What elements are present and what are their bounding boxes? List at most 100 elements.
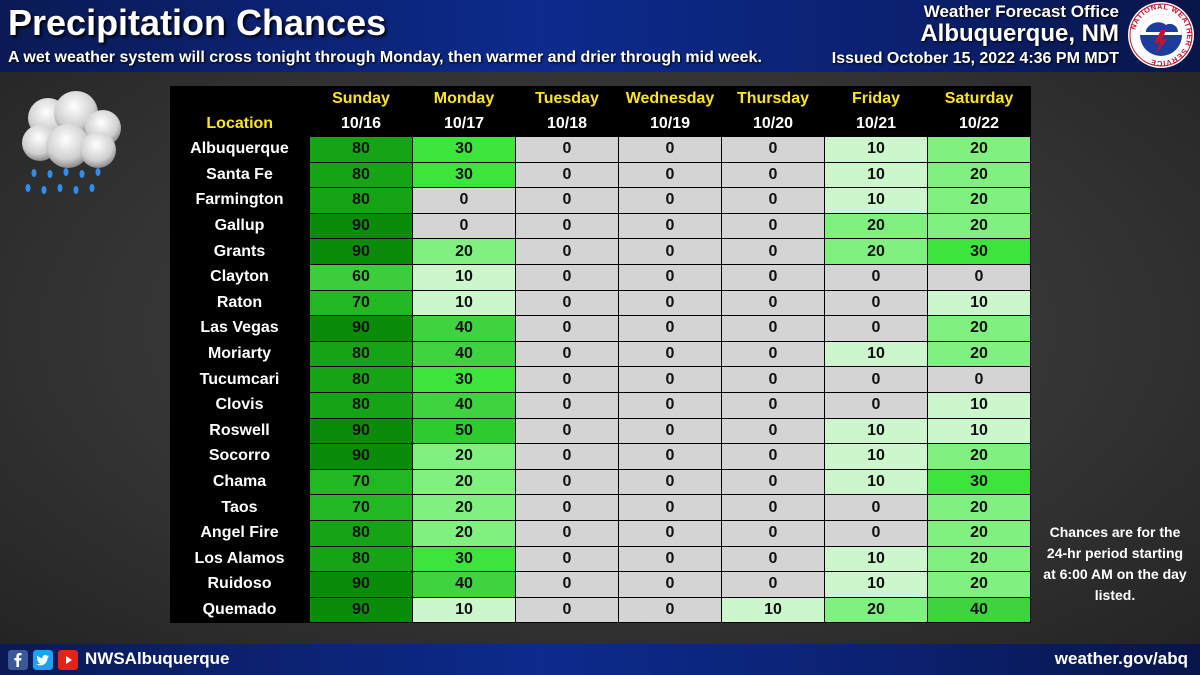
precip-cell: 0 [721, 417, 825, 445]
precip-cell: 0 [721, 468, 825, 496]
precip-cell: 80 [309, 161, 413, 189]
precip-cell: 20 [927, 161, 1031, 189]
table-row: Farmington 80 0 0 0 0 10 20 [170, 187, 1031, 214]
precip-cell: 0 [412, 212, 516, 240]
precip-cell: 0 [515, 391, 619, 419]
precip-cell: 10 [824, 136, 928, 163]
table-row: Raton 70 10 0 0 0 0 10 [170, 289, 1031, 317]
location-cell: Quemado [170, 597, 310, 623]
precip-cell: 0 [618, 136, 722, 163]
precip-cell: 30 [412, 161, 516, 189]
precip-cell: 80 [309, 545, 413, 573]
website-link[interactable]: weather.gov/abq [1054, 649, 1188, 668]
precip-cell: 30 [927, 468, 1031, 496]
precip-cell: 10 [824, 571, 928, 598]
precip-cell: 90 [309, 571, 413, 598]
precip-cell: 20 [927, 187, 1031, 214]
precip-cell: 0 [721, 519, 825, 547]
precip-cell: 0 [721, 212, 825, 240]
location-cell: Ruidoso [170, 571, 310, 598]
precip-cell: 20 [927, 340, 1031, 368]
location-cell: Grants [170, 238, 310, 265]
social-handle[interactable]: NWSAlbuquerque [85, 649, 230, 668]
precip-cell: 20 [927, 494, 1031, 521]
table-row: Quemado 90 10 0 0 10 20 40 [170, 596, 1031, 624]
precip-cell: 10 [824, 468, 928, 496]
precip-cell: 0 [618, 596, 722, 624]
precip-cell: 0 [618, 391, 722, 419]
precip-cell: 0 [618, 187, 722, 214]
precip-cell: 80 [309, 366, 413, 393]
table-row: Angel Fire 80 20 0 0 0 0 20 [170, 519, 1031, 547]
location-cell: Farmington [170, 187, 310, 214]
precip-cell: 0 [515, 545, 619, 573]
precip-cell: 0 [515, 136, 619, 163]
precip-cell: 0 [618, 340, 722, 368]
precip-cell: 0 [618, 161, 722, 189]
day-header: Tuesday [515, 86, 619, 111]
location-cell: Roswell [170, 418, 310, 444]
day-header: Saturday [927, 86, 1031, 111]
precip-cell: 0 [721, 545, 825, 573]
precip-cell: 0 [721, 366, 825, 393]
precip-cell: 0 [618, 417, 722, 445]
table-row: Grants 90 20 0 0 0 20 30 [170, 238, 1031, 265]
precip-cell: 0 [618, 315, 722, 342]
precip-cell: 0 [927, 263, 1031, 291]
location-cell: Los Alamos [170, 546, 310, 572]
precip-cell: 0 [515, 596, 619, 624]
precip-cell: 20 [927, 443, 1031, 470]
date-header: 10/16 [309, 111, 413, 137]
precip-cell: 60 [309, 263, 413, 291]
precip-cell: 80 [309, 340, 413, 368]
precip-cell: 0 [721, 571, 825, 598]
precip-cell: 20 [412, 468, 516, 496]
precip-cell: 0 [515, 212, 619, 240]
youtube-icon[interactable] [58, 650, 78, 670]
table-row: Tucumcari 80 30 0 0 0 0 0 [170, 366, 1031, 393]
location-cell: Taos [170, 494, 310, 521]
precip-cell: 0 [618, 571, 722, 598]
precip-cell: 90 [309, 417, 413, 445]
precip-cell: 0 [618, 238, 722, 265]
precip-cell: 0 [412, 187, 516, 214]
precip-cell: 0 [824, 494, 928, 521]
precip-cell: 0 [618, 443, 722, 470]
precip-cell: 0 [618, 545, 722, 573]
facebook-icon[interactable] [8, 650, 28, 670]
table-row: Albuquerque 80 30 0 0 0 10 20 [170, 136, 1031, 163]
date-header: 10/21 [824, 111, 928, 137]
precip-cell: 70 [309, 468, 413, 496]
location-cell: Tucumcari [170, 366, 310, 393]
table-row: Las Vegas 90 40 0 0 0 0 20 [170, 315, 1031, 342]
precip-cell: 0 [515, 161, 619, 189]
day-header: Thursday [721, 86, 825, 111]
precip-cell: 0 [721, 391, 825, 419]
table-row: Clovis 80 40 0 0 0 0 10 [170, 391, 1031, 419]
header-bar [0, 0, 1200, 72]
date-header: 10/18 [515, 111, 619, 137]
precip-cell: 0 [824, 366, 928, 393]
precip-cell: 10 [927, 391, 1031, 419]
precip-cell: 50 [412, 417, 516, 445]
day-header: Monday [412, 86, 516, 111]
precip-cell: 0 [515, 340, 619, 368]
precip-cell: 30 [412, 136, 516, 163]
precip-cell: 0 [618, 366, 722, 393]
location-cell: Angel Fire [170, 520, 310, 546]
day-header: Friday [824, 86, 928, 111]
location-cell: Clovis [170, 392, 310, 419]
precip-cell: 0 [515, 366, 619, 393]
precip-cell: 90 [309, 315, 413, 342]
precip-cell: 0 [721, 136, 825, 163]
precip-cell: 40 [412, 571, 516, 598]
precip-cell: 20 [927, 519, 1031, 547]
table-row: Gallup 90 0 0 0 0 20 20 [170, 212, 1031, 240]
office-name: Weather Forecast Office [923, 2, 1119, 21]
precip-cell: 70 [309, 289, 413, 317]
twitter-icon[interactable] [33, 650, 53, 670]
precip-cell: 40 [412, 340, 516, 368]
precip-cell: 20 [927, 212, 1031, 240]
precip-cell: 10 [824, 161, 928, 189]
precip-cell: 0 [927, 366, 1031, 393]
